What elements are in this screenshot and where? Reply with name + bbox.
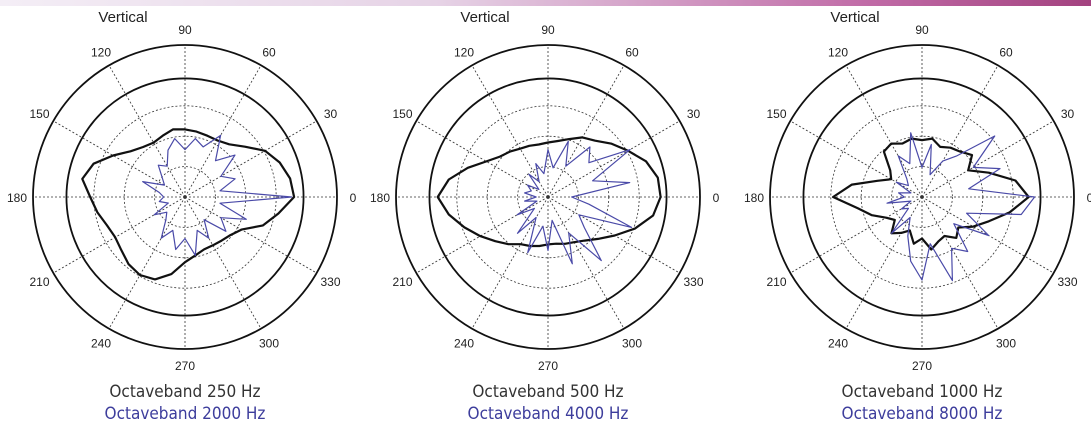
chart-3-title: Vertical <box>830 9 879 26</box>
chart-1-angle-tick-150: 150 <box>29 107 49 121</box>
chart-3-spoke-120 <box>845 65 923 198</box>
chart-2-angle-tick-120: 120 <box>454 46 474 60</box>
chart-1-angle-tick-120: 120 <box>91 46 111 60</box>
chart-1-title: Vertical <box>98 9 147 26</box>
chart-2-angle-tick-180: 180 <box>370 191 390 205</box>
chart-3-ring-inner <box>802 77 1042 317</box>
chart-1-angle-tick-0: 0 <box>350 191 357 205</box>
chart-1-spoke-330 <box>184 196 317 274</box>
legend-2-series-1: Octaveband 500 Hz <box>472 382 624 402</box>
chart-2-spoke-120 <box>471 65 549 198</box>
legend-3-series-2: Octaveband 8000 Hz <box>841 404 1003 424</box>
chart-2-ring-outer <box>395 44 701 350</box>
chart-1-ring-outer <box>32 44 338 350</box>
chart-1-spoke-120 <box>108 65 186 198</box>
polar-chart-3: Vertical 0 30 60 90 120 150 180 210 240 270 300 330 <box>744 9 1091 373</box>
chart-2-grid-ring-1 <box>517 166 579 228</box>
chart-3-angle-tick-210: 210 <box>766 275 786 289</box>
chart-2-grid-ring-3 <box>456 105 640 289</box>
chart-1-angle-tick-30: 30 <box>324 107 338 121</box>
chart-1-spoke-30 <box>184 120 317 198</box>
chart-1-series-2-line <box>142 134 293 256</box>
chart-2-angle-tick-150: 150 <box>392 107 412 121</box>
chart-2-spoke-210 <box>416 196 549 274</box>
chart-1-angle-tick-210: 210 <box>29 275 49 289</box>
chart-1-spoke-210 <box>53 196 186 274</box>
chart-1-spoke-60 <box>184 65 262 198</box>
chart-2-angle-tick-60: 60 <box>625 46 639 60</box>
legend-1-series-1: Octaveband 250 Hz <box>109 382 261 402</box>
chart-3-angle-tick-270: 270 <box>912 359 932 373</box>
chart-2-angle-tick-240: 240 <box>454 336 474 350</box>
top-accent-bar <box>0 0 1091 6</box>
chart-2-angle-tick-90: 90 <box>541 23 555 37</box>
chart-1-angle-tick-240: 240 <box>91 336 111 350</box>
chart-2-angle-tick-30: 30 <box>687 107 701 121</box>
chart-2-series-2-line <box>516 140 633 265</box>
chart-3-ring-outer <box>769 44 1075 350</box>
chart-1-series-1-line <box>81 128 296 281</box>
chart-2-angle-tick-330: 330 <box>683 275 703 289</box>
chart-1-angle-tick-90: 90 <box>178 23 192 37</box>
chart-3-spoke-210 <box>790 196 923 274</box>
chart-3-spoke-30 <box>921 120 1054 198</box>
legend-3: Octaveband 1000 Hz Octaveband 8000 Hz <box>792 381 1052 425</box>
chart-3-series-1-line <box>832 137 1030 251</box>
chart-3-angle-tick-300: 300 <box>996 336 1016 350</box>
polar-chart-1: Vertical 0 30 60 90 120 150 180 210 240 270 300 330 <box>7 9 357 373</box>
chart-1-angle-tick-300: 300 <box>259 336 279 350</box>
chart-2-angle-tick-270: 270 <box>538 359 558 373</box>
chart-1-angle-tick-180: 180 <box>7 191 27 205</box>
chart-3-angle-tick-90: 90 <box>915 23 929 37</box>
chart-3-angle-tick-240: 240 <box>828 336 848 350</box>
chart-3-angle-tick-120: 120 <box>828 46 848 60</box>
chart-2-ring-inner <box>428 77 668 317</box>
chart-3-series-2-line <box>886 132 1036 282</box>
chart-3-angle-tick-0: 0 <box>1087 191 1091 205</box>
chart-3-spoke-300 <box>921 196 999 329</box>
chart-3-grid-ring-3 <box>830 105 1014 289</box>
chart-2-series-1-line <box>436 136 662 248</box>
chart-1-spoke-240 <box>108 196 186 329</box>
chart-2-title: Vertical <box>460 9 509 26</box>
chart-2-spoke-30 <box>547 120 680 198</box>
chart-3-angle-tick-150: 150 <box>766 107 786 121</box>
chart-2-angle-tick-210: 210 <box>392 275 412 289</box>
chart-1-ring-inner <box>65 77 305 317</box>
chart-3-angle-tick-30: 30 <box>1061 107 1075 121</box>
legend-2-series-2: Octaveband 4000 Hz <box>467 404 629 424</box>
legend-1: Octaveband 250 Hz Octaveband 2000 Hz <box>55 381 315 425</box>
chart-2-spoke-150 <box>416 120 549 198</box>
chart-1-grid-ring-3 <box>93 105 277 289</box>
polar-chart-2: Vertical 0 30 60 90 120 150 180 210 240 270 300 330 <box>370 9 720 373</box>
legend-1-series-2: Octaveband 2000 Hz <box>104 404 266 424</box>
legend-3-series-1: Octaveband 1000 Hz <box>841 382 1003 402</box>
chart-3-spoke-60 <box>921 65 999 198</box>
chart-1-grid-ring-1 <box>154 166 216 228</box>
chart-3-angle-tick-330: 330 <box>1057 275 1077 289</box>
chart-3-angle-tick-180: 180 <box>744 191 764 205</box>
chart-2-spoke-60 <box>547 65 625 198</box>
chart-2-spoke-300 <box>547 196 625 329</box>
chart-1-angle-tick-330: 330 <box>320 275 340 289</box>
chart-2-angle-tick-0: 0 <box>713 191 720 205</box>
legend-2: Octaveband 500 Hz Octaveband 4000 Hz <box>418 381 678 425</box>
chart-2-angle-tick-300: 300 <box>622 336 642 350</box>
chart-1-angle-tick-270: 270 <box>175 359 195 373</box>
chart-1-spoke-300 <box>184 196 262 329</box>
chart-3-angle-tick-60: 60 <box>999 46 1013 60</box>
chart-1-angle-tick-60: 60 <box>262 46 276 60</box>
